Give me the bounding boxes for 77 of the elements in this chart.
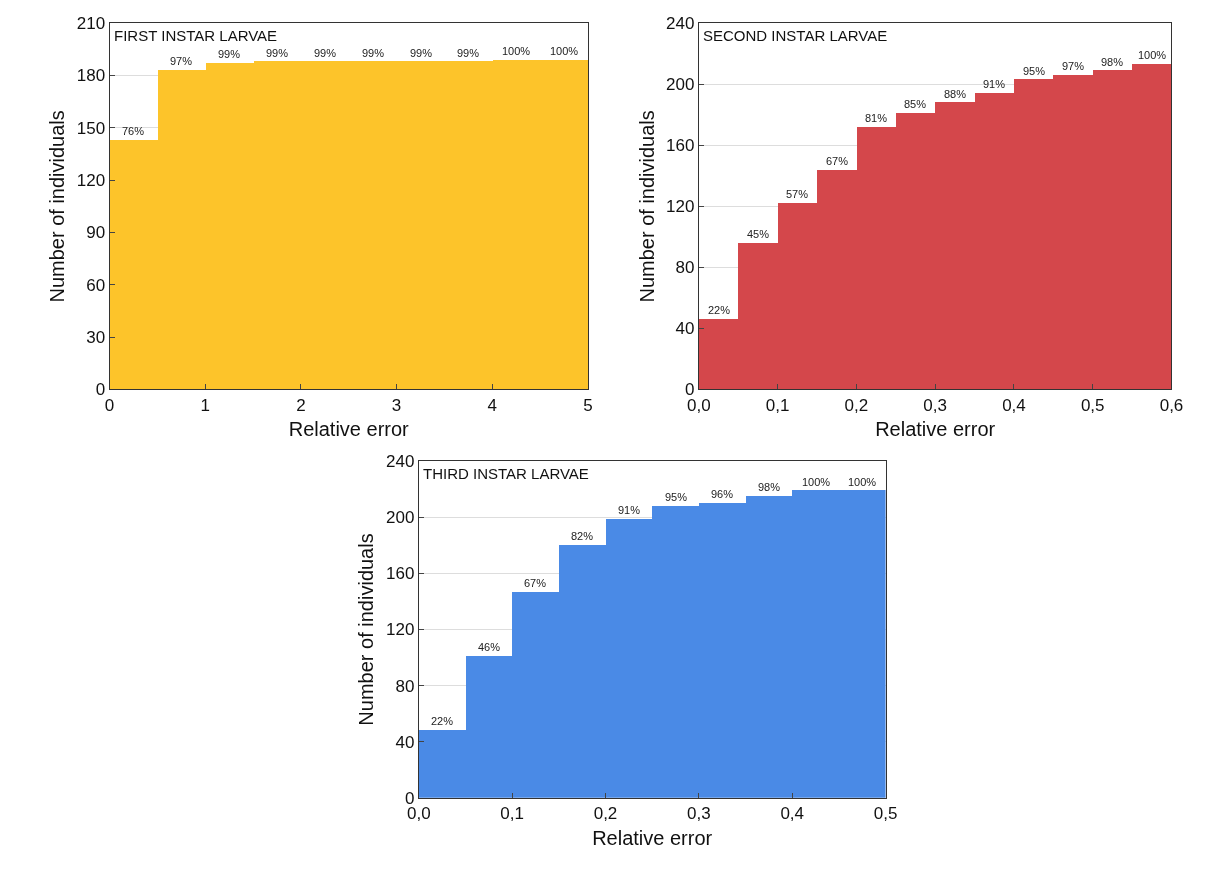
annotation: 99%: [457, 47, 480, 59]
y-tick-label: 210: [76, 14, 106, 34]
annotation: 91%: [618, 504, 641, 516]
x-tick-label: 0,4: [1002, 395, 1026, 415]
annotation: 97%: [170, 55, 193, 67]
x-tick-label: 0,2: [844, 395, 869, 415]
y-tick-label: 240: [386, 452, 415, 471]
y-axis-title: Number of individuals: [635, 110, 658, 303]
x-tick-label: 1: [200, 395, 210, 415]
annotation: 91%: [983, 78, 1006, 90]
chart-title: FIRST INSTAR LARVAE: [114, 27, 278, 44]
x-tick-label: 0,1: [500, 804, 524, 824]
x-tick-label: 2: [296, 395, 306, 415]
x-tick-label: 0,1: [765, 395, 790, 415]
annotation: 76%: [122, 125, 145, 137]
annotation: 22%: [708, 304, 731, 316]
x-axis-title: Relative error: [592, 826, 713, 849]
y-tick-label: 120: [666, 197, 695, 217]
y-tick-label: 200: [666, 75, 695, 95]
annotation: 57%: [786, 188, 809, 200]
x-tick-label: 0,3: [687, 804, 711, 824]
annotation: 22%: [431, 715, 454, 727]
annotation: 45%: [747, 228, 770, 240]
y-tick-label: 240: [666, 14, 695, 34]
annotation: 67%: [826, 155, 849, 167]
y-tick-label: 60: [86, 275, 106, 295]
y-tick-label: 160: [666, 136, 695, 156]
y-axis-title: Number of individuals: [46, 110, 69, 303]
y-axis-title: Number of individuals: [355, 533, 378, 726]
chart-title: THIRD INSTAR LARVAE: [423, 465, 589, 482]
y-tick-label: 30: [86, 328, 106, 348]
annotation: 97%: [1062, 60, 1085, 72]
annotation: 99%: [362, 47, 385, 59]
annotation: 85%: [904, 98, 927, 110]
y-tick-label: 120: [386, 620, 415, 640]
x-tick-label: 4: [487, 395, 498, 415]
annotation: 95%: [665, 491, 688, 503]
x-tick-label: 0,5: [1080, 395, 1105, 415]
annotation: 81%: [865, 112, 888, 124]
y-tick-label: 40: [395, 732, 415, 752]
annotation: 99%: [410, 47, 433, 59]
annotation: 100%: [1138, 49, 1167, 61]
annotation: 98%: [1101, 56, 1124, 68]
x-tick-label: 0,4: [780, 804, 805, 824]
y-tick-label: 90: [86, 223, 106, 243]
annotation: 100%: [848, 476, 877, 488]
y-tick-label: 120: [76, 171, 106, 191]
x-axis-title: Relative error: [875, 418, 996, 441]
y-tick-label: 0: [95, 380, 106, 400]
x-tick-label: 3: [391, 395, 402, 415]
annotation: 98%: [758, 481, 781, 493]
annotation: 100%: [550, 45, 579, 57]
y-tick-label: 80: [395, 676, 415, 696]
x-tick-label: 0,2: [593, 804, 618, 824]
annotation: 100%: [802, 476, 831, 488]
y-tick-label: 150: [76, 118, 106, 138]
annotation: 99%: [266, 47, 289, 59]
y-tick-label: 40: [675, 319, 695, 339]
annotation: 100%: [502, 45, 531, 57]
x-tick-label: 0,5: [873, 804, 898, 824]
annotation: 88%: [944, 88, 967, 100]
annotation: 96%: [711, 488, 734, 500]
x-tick-label: 0,6: [1159, 395, 1184, 415]
annotation: 99%: [218, 48, 241, 60]
y-tick-label: 180: [76, 66, 106, 86]
y-tick-label: 80: [675, 258, 695, 278]
annotation: 99%: [314, 47, 337, 59]
x-axis-title: Relative error: [288, 418, 410, 441]
annotation: 46%: [478, 641, 501, 653]
x-tick-label: 5: [583, 395, 593, 415]
y-tick-label: 160: [386, 564, 415, 584]
annotation: 82%: [571, 530, 594, 542]
annotation: 67%: [524, 577, 547, 589]
y-tick-label: 200: [386, 508, 415, 528]
annotation: 95%: [1023, 65, 1046, 77]
x-tick-label: 0,3: [923, 395, 947, 415]
chart-title: SECOND INSTAR LARVAE: [703, 27, 888, 44]
